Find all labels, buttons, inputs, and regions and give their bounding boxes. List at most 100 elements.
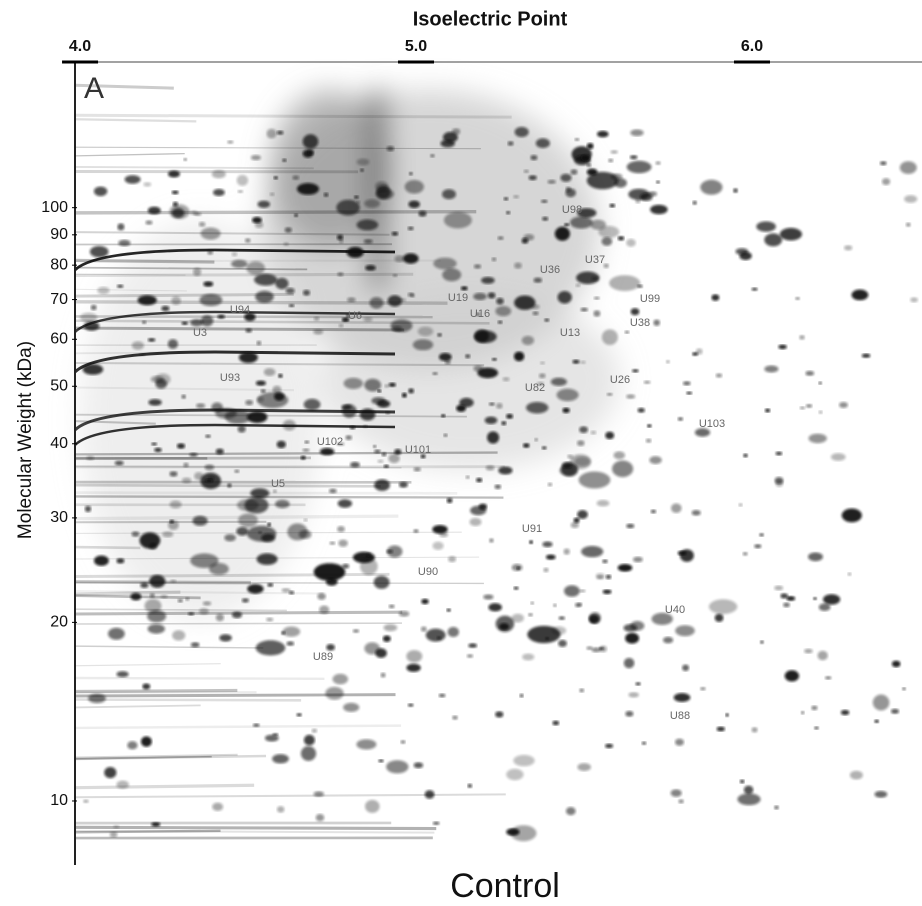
- spot: [275, 277, 289, 290]
- spot: [841, 508, 862, 523]
- spot: [880, 161, 887, 166]
- spot: [360, 558, 378, 575]
- spot: [573, 517, 580, 523]
- spot: [575, 602, 582, 608]
- streak: [74, 83, 174, 90]
- spot: [601, 237, 613, 246]
- spot: [708, 599, 738, 615]
- spot: [783, 602, 790, 608]
- spot: [902, 687, 906, 691]
- spot: [399, 298, 406, 302]
- spot: [147, 338, 156, 342]
- spot: [808, 552, 823, 562]
- spot: [474, 330, 497, 344]
- spot: [643, 380, 651, 384]
- spot: [364, 378, 382, 392]
- spot: [751, 727, 758, 733]
- spot: [390, 319, 413, 333]
- spot: [442, 268, 462, 282]
- spot-label: U36: [540, 264, 560, 276]
- spot: [780, 593, 789, 599]
- spot: [675, 738, 684, 746]
- spot: [403, 253, 419, 264]
- spot: [441, 414, 446, 418]
- spot: [649, 456, 662, 465]
- spot: [303, 518, 308, 522]
- spot: [577, 208, 597, 218]
- spot: [673, 693, 691, 702]
- spot: [296, 713, 302, 717]
- spot: [513, 754, 535, 767]
- spot: [711, 294, 720, 301]
- spot: [183, 158, 187, 161]
- spot: [682, 381, 691, 386]
- spot: [272, 489, 277, 493]
- spot-label: U93: [220, 372, 240, 384]
- spot: [296, 183, 320, 195]
- spot: [286, 641, 295, 646]
- spot: [215, 448, 224, 455]
- spot: [360, 168, 364, 172]
- spot: [371, 397, 386, 405]
- spot: [764, 233, 783, 247]
- spot: [275, 499, 290, 509]
- spot: [363, 239, 373, 244]
- spot: [194, 472, 204, 481]
- spot: [533, 277, 543, 283]
- spot: [452, 715, 458, 720]
- spot: [255, 380, 266, 386]
- y-tick-label: 40: [50, 435, 68, 452]
- spot: [456, 404, 467, 412]
- streak: [74, 209, 477, 215]
- spot: [446, 608, 451, 612]
- spot: [502, 377, 510, 382]
- spot: [356, 219, 379, 231]
- spot: [598, 225, 620, 238]
- spot: [116, 558, 125, 564]
- spot: [637, 407, 645, 413]
- spot: [700, 179, 723, 195]
- spot: [465, 354, 471, 359]
- spot: [267, 582, 274, 587]
- spot: [692, 200, 697, 205]
- spot: [510, 825, 537, 842]
- spot: [491, 357, 497, 361]
- spot: [586, 171, 619, 190]
- spot: [586, 143, 594, 150]
- spot: [666, 360, 670, 364]
- spot: [545, 554, 556, 560]
- spot: [817, 650, 828, 661]
- spot: [398, 481, 408, 488]
- spot: [447, 626, 459, 638]
- spot: [247, 411, 268, 423]
- streak: [74, 704, 201, 709]
- spot: [83, 799, 89, 803]
- spot: [329, 488, 337, 494]
- spot: [739, 779, 745, 784]
- spot: [847, 572, 852, 576]
- spot: [244, 312, 256, 322]
- y-tick-label: 10: [50, 792, 68, 809]
- spot-label: U16: [470, 308, 490, 320]
- y-tick-label: 70: [50, 291, 68, 308]
- spot: [356, 739, 377, 750]
- streak: [74, 514, 399, 521]
- streak: [74, 753, 238, 759]
- spot: [840, 709, 850, 716]
- spot: [572, 359, 580, 364]
- spot-label: U38: [630, 317, 650, 329]
- spot: [558, 616, 565, 621]
- spot: [181, 394, 186, 399]
- spot: [313, 329, 324, 335]
- spot: [574, 456, 591, 467]
- spot: [189, 452, 198, 457]
- spot: [369, 297, 384, 309]
- spot: [200, 315, 214, 327]
- spot: [407, 703, 414, 707]
- spot: [276, 440, 286, 449]
- spot: [323, 192, 329, 197]
- spot: [801, 711, 805, 715]
- spot: [363, 424, 368, 428]
- spot: [444, 359, 451, 365]
